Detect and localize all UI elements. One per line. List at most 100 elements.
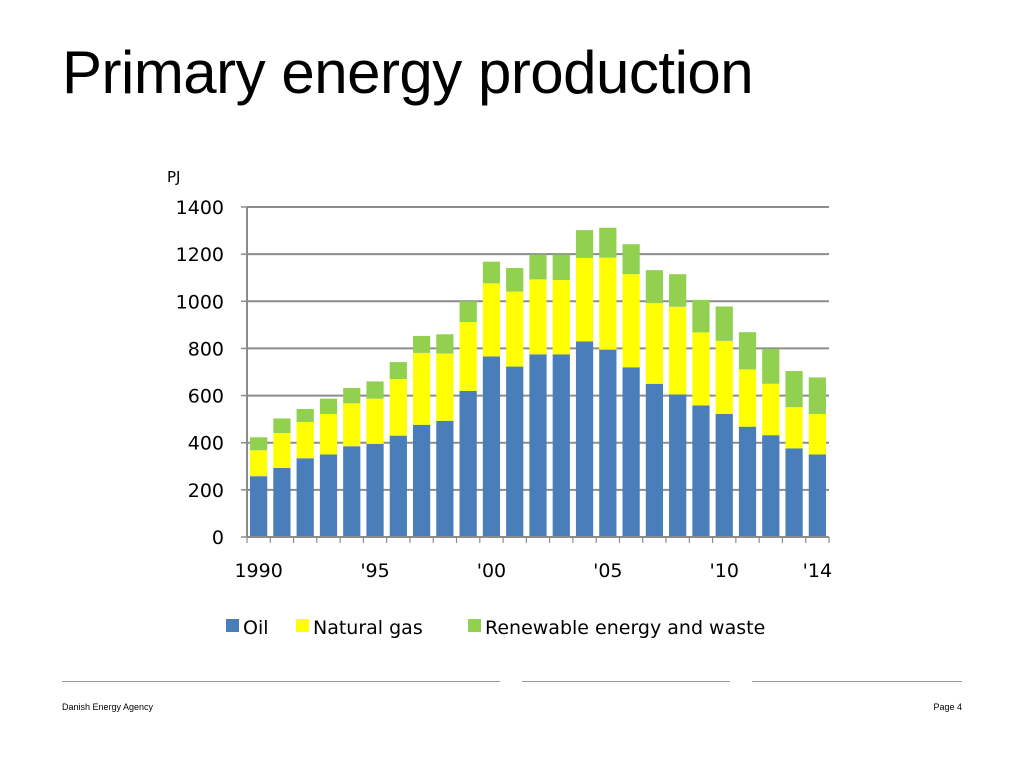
bar-natural-gas-1991 [273,433,291,468]
bar-renewable-2001 [506,268,524,292]
bar-natural-gas-1996 [389,379,407,436]
bar-natural-gas-2005 [599,257,617,350]
bar-oil-2008 [669,394,687,537]
y-tick-label: 1400 [176,197,224,219]
bar-natural-gas-2012 [762,383,780,436]
bar-oil-1992 [296,458,314,537]
bar-renewable-2012 [762,348,780,384]
y-tick-label: 600 [188,386,224,408]
y-tick-label: 1200 [176,244,224,266]
y-tick-label: 800 [188,338,224,360]
bar-natural-gas-2002 [529,279,547,355]
x-tick-label: '14 [803,560,832,582]
bar-renewable-1991 [273,418,291,434]
y-tick-label: 0 [212,527,224,549]
bar-natural-gas-2004 [575,257,594,342]
bar-oil-1995 [366,443,384,537]
bar-renewable-1995 [366,381,384,399]
bar-oil-2002 [529,354,547,537]
bar-renewable-2000 [482,261,501,284]
x-tick-label: '05 [593,560,622,582]
bar-renewable-2011 [738,332,757,370]
bar-oil-2013 [785,448,803,537]
bar-oil-2004 [575,341,594,537]
bar-natural-gas-1992 [296,421,314,459]
bar-natural-gas-2001 [506,291,524,367]
bar-renewable-2007 [645,270,664,304]
y-tick-label: 400 [188,433,224,455]
bar-natural-gas-1993 [319,413,338,455]
bar-renewable-2013 [785,371,803,408]
bar-oil-1996 [389,435,407,537]
bar-renewable-1994 [343,388,361,404]
bar-renewable-2005 [599,227,617,258]
chart-bars [250,227,826,537]
bar-renewable-1990 [250,437,268,451]
bar-natural-gas-2011 [738,369,757,427]
bar-oil-2000 [482,356,501,537]
bar-oil-2012 [762,435,780,537]
bar-oil-2006 [622,367,640,537]
y-tick-label: 200 [188,480,224,502]
bar-natural-gas-2013 [785,407,803,449]
bar-oil-2003 [552,354,570,537]
bar-natural-gas-2009 [692,332,710,406]
bar-renewable-2010 [715,306,733,341]
bar-oil-2009 [692,405,710,537]
bar-renewable-2006 [622,244,640,275]
slide-title: Primary energy production [62,39,754,106]
bar-renewable-2014 [808,377,826,414]
bar-oil-2005 [599,349,617,537]
bar-renewable-2002 [529,254,547,280]
x-tick-label: '95 [360,560,389,582]
footer-organization: Danish Energy Agency [62,702,154,712]
bar-renewable-1998 [436,334,454,354]
bar-oil-1993 [319,454,338,537]
bar-oil-2014 [808,454,826,537]
bar-oil-1990 [250,476,268,537]
footer-divider-middle [522,681,730,682]
bar-natural-gas-2003 [552,280,570,355]
y-tick-label: 1000 [176,291,224,313]
bar-oil-2007 [645,383,664,537]
bar-natural-gas-2008 [669,306,687,395]
footer-page-number: Page 4 [933,702,962,712]
bar-natural-gas-1995 [366,398,384,444]
footer-divider-left [62,681,500,682]
bar-natural-gas-2006 [622,274,640,368]
bar-natural-gas-2000 [482,283,501,357]
bar-renewable-1997 [412,335,431,353]
bar-renewable-1993 [319,398,338,414]
bar-oil-2011 [738,426,757,537]
bar-natural-gas-1994 [343,403,361,447]
bar-natural-gas-1997 [412,352,431,425]
bar-renewable-1996 [389,362,407,380]
x-tick-label: 1990 [234,560,282,582]
bar-natural-gas-2007 [645,303,664,384]
bar-natural-gas-2014 [808,413,826,455]
bar-renewable-1992 [296,409,314,422]
bar-renewable-2009 [692,299,710,333]
bar-oil-1994 [343,446,361,537]
x-tick-labels: 1990 '95 '00 '05 '10 '14 [234,560,832,582]
bar-oil-1998 [436,420,454,537]
bar-renewable-2004 [575,230,594,258]
bar-oil-1991 [273,467,291,537]
bar-natural-gas-2010 [715,340,733,414]
chart-legend: Oil Natural gas Renewable energy and waste [226,617,765,639]
y-tick-labels: 0 200 400 600 800 1000 1200 1400 [176,197,224,549]
bar-oil-1999 [459,390,477,537]
y-unit-label: PJ [167,168,180,186]
legend-swatch-renewable [468,619,481,632]
bar-renewable-1999 [459,301,477,323]
bar-renewable-2003 [552,254,570,281]
chart-axes [246,207,830,543]
legend-swatch-natural-gas [296,619,309,632]
bar-natural-gas-1998 [436,353,454,421]
bar-oil-2001 [506,366,524,537]
bar-oil-1997 [412,424,431,537]
legend-label-natural-gas: Natural gas [313,617,423,639]
bar-renewable-2008 [669,274,687,307]
x-tick-label: '00 [477,560,506,582]
